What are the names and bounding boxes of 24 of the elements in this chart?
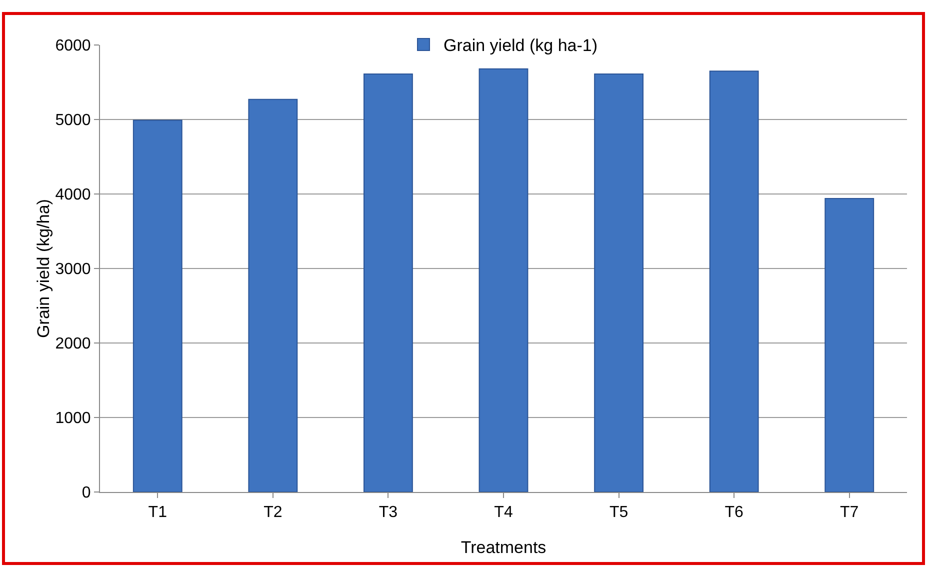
bar	[132, 120, 182, 492]
x-tick-label: T5	[609, 504, 628, 522]
y-tick-label: 3000	[55, 261, 91, 278]
y-tick-label: 4000	[55, 186, 91, 204]
bar	[478, 68, 528, 492]
y-tick-label: 0	[82, 484, 91, 502]
x-tick-label: T1	[148, 504, 168, 522]
x-tick-label: T7	[840, 504, 859, 522]
x-tick-label: T3	[378, 504, 398, 522]
bar	[824, 198, 874, 492]
bar	[594, 74, 644, 492]
x-tick-label: T2	[264, 504, 282, 522]
y-tick-label: 6000	[55, 38, 91, 55]
bar	[709, 70, 759, 492]
bar	[248, 98, 298, 492]
y-tick-label: 5000	[55, 112, 91, 130]
y-tick-label: 2000	[55, 336, 91, 353]
legend-label: Grain yield (kg ha-1)	[444, 36, 598, 56]
bar	[364, 74, 413, 492]
x-axis-title: Treatments	[460, 538, 546, 557]
x-tick-label: T4	[494, 504, 513, 522]
y-axis-title: Grain yield (kg/ha)	[34, 199, 54, 338]
y-tick-label: 1000	[55, 410, 91, 428]
x-tick-label: T6	[724, 504, 744, 522]
